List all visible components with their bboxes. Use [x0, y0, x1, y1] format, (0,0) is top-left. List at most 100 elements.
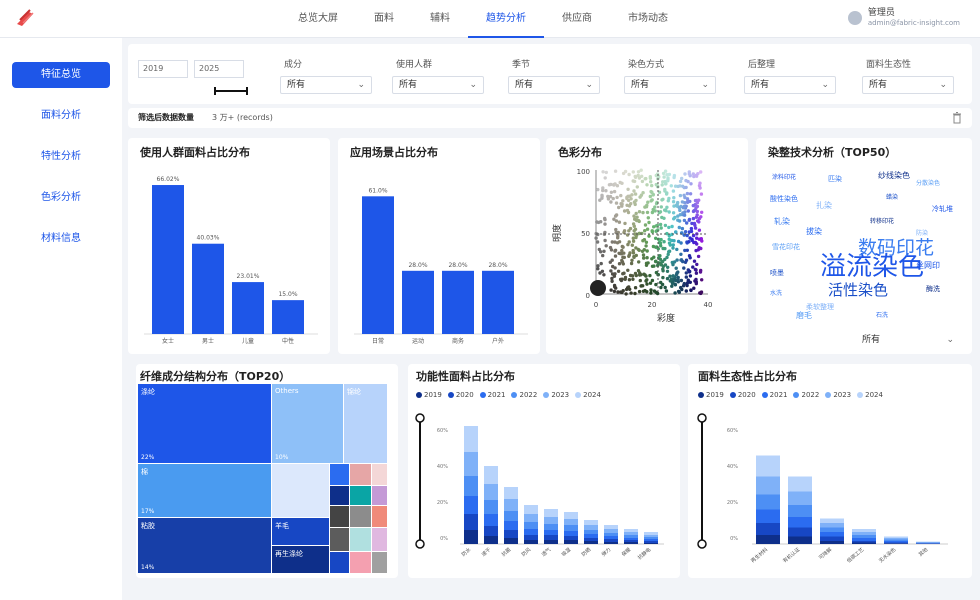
legend-item[interactable]: 2020 [729, 391, 756, 399]
filter-select[interactable]: 所有 ⌄ [744, 76, 836, 94]
stacked-bar-segment [524, 540, 538, 544]
wordcloud-word: 转移印花 [870, 218, 895, 225]
treemap-cell[interactable] [372, 464, 387, 485]
scatter-point [678, 208, 682, 213]
legend-item[interactable]: 2024 [575, 391, 601, 399]
nav-tab[interactable]: 趋势分析 [468, 0, 544, 38]
treemap-cell[interactable]: 羊毛 [272, 518, 329, 545]
treemap-cell[interactable] [350, 464, 371, 485]
wordcloud-select[interactable]: 所有 ⌄ [856, 332, 960, 350]
stacked-bar-segment [544, 540, 558, 544]
stacked-bar-segment [756, 523, 780, 535]
treemap-cell[interactable]: 再生涤纶 [272, 546, 329, 573]
year-to-input[interactable]: 2025 [194, 60, 244, 78]
treemap-cell[interactable] [330, 552, 349, 573]
scatter-point [680, 200, 685, 204]
legend-dot [698, 392, 704, 398]
nav-tab[interactable]: 供应商 [562, 13, 592, 24]
scatter-point [615, 184, 620, 188]
stacked-bar-segment [756, 535, 780, 544]
year-from-input[interactable]: 2019 [138, 60, 188, 78]
sidebar-item[interactable]: 材料信息 [41, 233, 81, 244]
filter-select[interactable]: 所有 ⌄ [508, 76, 600, 94]
stacked-bar-segment [484, 514, 498, 526]
range-slider-handle[interactable] [415, 539, 425, 549]
scatter-point [650, 183, 654, 188]
stacked-bar-svg: 60% 40% 20% 0% 防水 速干 抗菌 防风 透气 吸湿 防晒 弹力 保暖 抗静电 [415, 413, 664, 561]
legend-item[interactable]: 2022 [793, 391, 819, 399]
scatter-point [616, 269, 621, 273]
tick-label: 60% [727, 428, 738, 434]
cell-percent: 10% [275, 454, 289, 461]
scatter-point [651, 244, 656, 249]
legend-item[interactable]: 2022 [511, 391, 537, 399]
filter-select[interactable]: 所有 ⌄ [624, 76, 716, 94]
treemap-cell[interactable] [330, 528, 349, 551]
year-range-slider[interactable] [212, 86, 250, 96]
treemap-cell[interactable]: 棉 17% [138, 464, 271, 517]
legend-dot [729, 392, 736, 398]
nav-tab[interactable]: 辅料 [430, 13, 450, 24]
sidebar-item[interactable]: 特性分析 [41, 151, 81, 162]
legend-item[interactable]: 2023 [543, 391, 569, 399]
user-profile[interactable]: 管理员 admin@fabric-insight.com [847, 8, 960, 27]
treemap-cell[interactable] [350, 552, 371, 573]
legend-item[interactable]: 2020 [447, 391, 474, 399]
legend-item[interactable]: 2019 [416, 391, 442, 399]
filter-select[interactable]: 所有 ⌄ [392, 76, 484, 94]
trash-icon[interactable] [952, 112, 962, 124]
treemap-cell[interactable] [330, 506, 349, 527]
bar [192, 243, 224, 334]
treemap-cell[interactable] [372, 506, 387, 527]
scatter-point [645, 227, 650, 231]
treemap-cell[interactable]: Others 10% [272, 384, 343, 463]
range-slider-handle[interactable] [415, 413, 425, 423]
legend-item[interactable]: 2021 [761, 391, 787, 399]
treemap-cell[interactable] [272, 464, 329, 517]
scatter-point [633, 291, 637, 296]
sidebar-item[interactable]: 面料分析 [41, 110, 81, 121]
sidebar-item[interactable]: 特征总览 [12, 62, 110, 88]
scatter-point [677, 219, 682, 223]
scatter-point [641, 191, 645, 195]
stacked-bar-segment [564, 512, 578, 519]
treemap-cell[interactable] [350, 506, 371, 527]
legend-item[interactable]: 2024 [857, 391, 883, 399]
treemap-cell[interactable]: 粘胶 14% [138, 518, 271, 573]
scatter-point [609, 288, 613, 292]
treemap-cell[interactable] [330, 464, 349, 485]
legend-item[interactable]: 2019 [698, 391, 724, 399]
nav-tab[interactable]: 面料 [374, 13, 394, 24]
scatter-point [613, 254, 618, 258]
scatter-point [649, 288, 653, 292]
treemap-cell[interactable]: 涤纶 22% [138, 384, 271, 463]
avatar[interactable] [847, 10, 862, 25]
scatter-point [608, 245, 613, 250]
stacked-bar-segment [624, 529, 638, 532]
treemap-cell[interactable] [330, 486, 349, 505]
summary-bar: 筛选后数据数量 3 万+ (records) [128, 108, 972, 128]
tick-label: 弹力 [600, 546, 612, 558]
treemap-cell[interactable]: 锦纶 [344, 384, 387, 463]
treemap-cell[interactable] [350, 486, 371, 505]
scatter-point [683, 230, 688, 234]
nav-tab[interactable]: 市场动态 [628, 13, 668, 24]
range-slider-handle[interactable] [697, 413, 707, 423]
scatter-point [630, 193, 634, 197]
treemap-cell[interactable] [350, 528, 371, 551]
scatter-point [661, 264, 666, 268]
scatter-point [681, 184, 685, 188]
scatter-point [699, 268, 703, 273]
filter-select[interactable]: 所有 ⌄ [280, 76, 372, 94]
cell-label: 锦纶 [347, 388, 361, 396]
treemap-cell[interactable] [372, 486, 387, 505]
treemap-cell[interactable] [372, 552, 387, 573]
legend-item[interactable]: 2021 [479, 391, 505, 399]
legend-item[interactable]: 2023 [825, 391, 851, 399]
filter-select[interactable]: 所有 ⌄ [862, 76, 954, 94]
stacked-bar-segment [788, 536, 812, 544]
range-slider-handle[interactable] [697, 539, 707, 549]
treemap-cell[interactable] [372, 528, 387, 551]
sidebar-item[interactable]: 色彩分析 [41, 192, 81, 203]
nav-tab[interactable]: 总览大屏 [298, 13, 338, 24]
